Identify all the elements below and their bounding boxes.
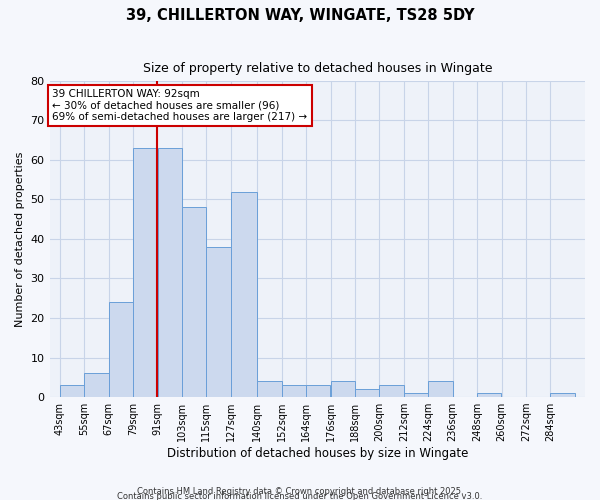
Text: Contains public sector information licensed under the Open Government Licence v3: Contains public sector information licen… <box>118 492 482 500</box>
Text: Contains HM Land Registry data © Crown copyright and database right 2025.: Contains HM Land Registry data © Crown c… <box>137 486 463 496</box>
Text: 39, CHILLERTON WAY, WINGATE, TS28 5DY: 39, CHILLERTON WAY, WINGATE, TS28 5DY <box>126 8 474 22</box>
Bar <box>404 393 428 397</box>
Bar <box>428 382 452 397</box>
Bar <box>477 393 502 397</box>
Bar <box>282 385 306 397</box>
Bar <box>84 374 109 397</box>
Bar <box>550 393 575 397</box>
X-axis label: Distribution of detached houses by size in Wingate: Distribution of detached houses by size … <box>167 447 468 460</box>
Bar <box>257 382 281 397</box>
Bar <box>206 247 230 397</box>
Bar <box>231 192 257 397</box>
Bar <box>60 385 84 397</box>
Bar <box>158 148 182 397</box>
Text: 39 CHILLERTON WAY: 92sqm
← 30% of detached houses are smaller (96)
69% of semi-d: 39 CHILLERTON WAY: 92sqm ← 30% of detach… <box>52 88 307 122</box>
Bar <box>306 385 331 397</box>
Y-axis label: Number of detached properties: Number of detached properties <box>15 152 25 326</box>
Title: Size of property relative to detached houses in Wingate: Size of property relative to detached ho… <box>143 62 492 76</box>
Bar <box>182 208 206 397</box>
Bar <box>331 382 355 397</box>
Bar <box>379 385 404 397</box>
Bar <box>355 389 379 397</box>
Bar <box>109 302 133 397</box>
Bar <box>133 148 157 397</box>
